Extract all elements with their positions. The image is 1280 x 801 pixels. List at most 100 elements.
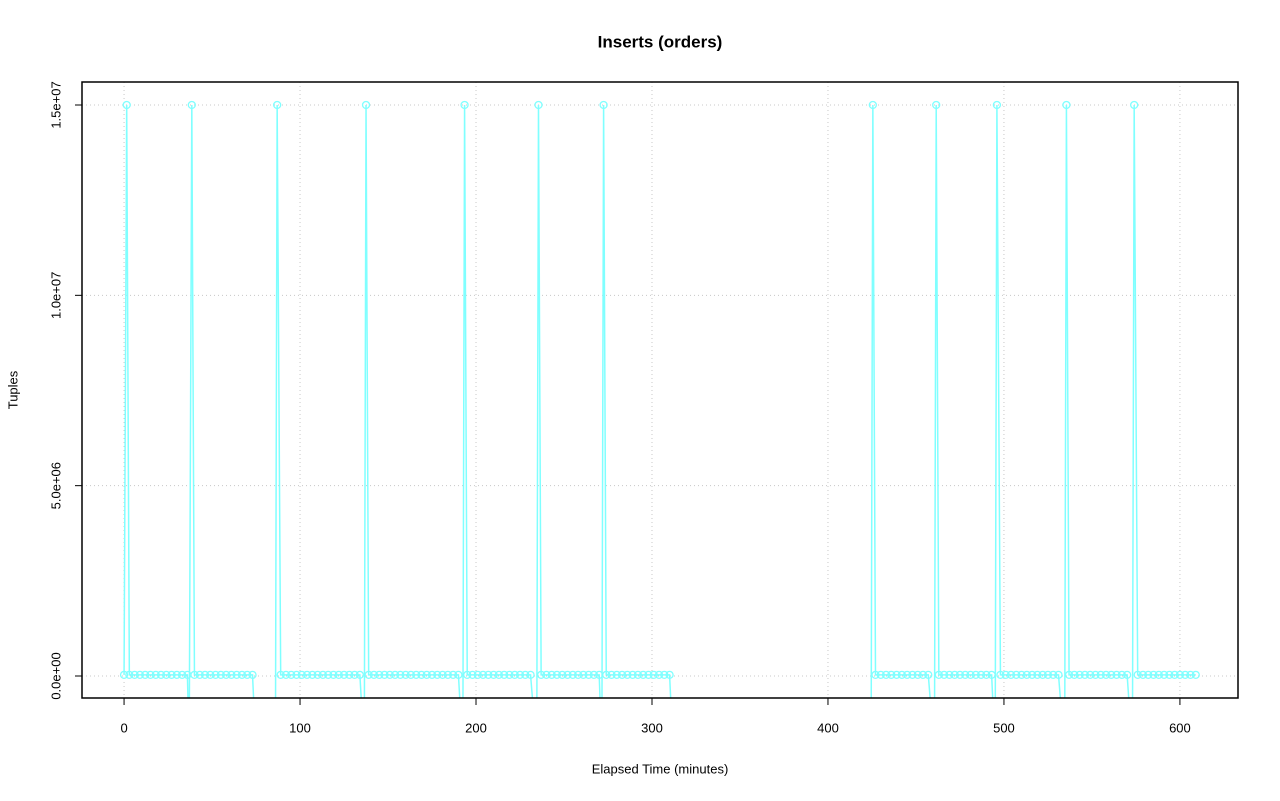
data-point [1001,670,1010,680]
data-point [443,670,453,680]
data-point [547,670,556,680]
data-point [1130,100,1139,110]
data-point [649,670,658,680]
data-point [871,670,880,680]
data-point [971,670,980,680]
data-point [1159,670,1169,680]
data-point [924,670,933,680]
data-point [1096,670,1105,680]
data-point [375,670,384,680]
axes: 0 100 200 300 400 500 600 0.0e+00 5.0e+06 1.0e+07… [48,81,1190,735]
series-line [123,104,1196,698]
data-point [484,670,493,680]
data-point [633,670,643,680]
data-point [628,670,637,680]
data-point [276,670,285,680]
data-point [903,670,912,680]
data-point [992,749,999,756]
data-point [253,749,260,756]
data-point [881,670,891,680]
data-point [172,670,182,680]
data-point [130,670,139,680]
data-point [918,670,928,680]
data-point [533,749,540,756]
y-tick-label: 0.0e+00 [48,652,63,699]
plot-area [119,100,1200,756]
data-point [361,100,371,110]
data-point [654,670,664,680]
data-point [1122,670,1132,680]
data-point [1075,670,1084,680]
data-point [494,670,504,680]
data-point [448,670,458,680]
data-point [454,670,463,680]
data-point [211,670,220,680]
data-point [931,749,938,756]
data-point [1070,670,1079,680]
y-tick-label: 1.0e+07 [48,272,63,319]
data-point [932,100,941,110]
data-point [1165,670,1174,680]
data-point [318,670,328,680]
data-point [534,100,543,110]
x-axis-label: Elapsed Time (minutes) [592,761,729,776]
data-point [463,670,472,680]
data-point [1061,749,1068,756]
data-point [660,670,669,680]
data-point [526,670,535,680]
data-point [892,670,901,680]
data-point [146,670,155,680]
data-point [401,670,410,680]
data-point [670,749,677,756]
data-point [945,670,954,680]
data-point [521,670,530,680]
data-point [639,670,648,680]
x-tick-label: 300 [641,720,663,735]
data-point [500,670,509,680]
data-point [313,670,322,680]
data-point [1175,670,1185,680]
data-point [292,670,301,680]
data-point [417,670,426,680]
data-point [422,670,431,680]
data-point [607,670,616,680]
data-point [308,670,317,680]
data-point [1170,670,1179,680]
data-point [1117,670,1127,680]
data-point [510,670,519,680]
data-point [982,670,991,680]
data-point [558,670,567,680]
data-point [966,670,975,680]
data-point [505,670,514,680]
data-point [232,670,241,680]
data-point [355,670,365,680]
data-point [579,670,588,680]
data-point [187,100,196,110]
data-point [552,670,562,680]
data-point [122,100,131,110]
data-point [1138,670,1148,680]
plot-frame [81,81,1239,699]
data-point [1038,670,1047,680]
data-point [361,749,368,756]
data-point [876,670,885,680]
data-point [412,670,421,680]
data-point [200,670,210,680]
data-point [1012,670,1021,680]
data-point [272,749,279,756]
grid [82,82,1238,698]
data-point [1133,670,1142,680]
data-point [887,670,896,680]
data-point [589,670,599,680]
data-point [573,670,583,680]
data-point [489,670,498,680]
data-point [599,100,608,110]
data-point [438,670,447,680]
data-point [515,670,525,680]
data-point [1181,670,1190,680]
data-point [939,670,949,680]
data-point [221,670,231,680]
x-tick-label: 0 [120,720,127,735]
data-point [190,670,199,680]
data-point [584,670,593,680]
